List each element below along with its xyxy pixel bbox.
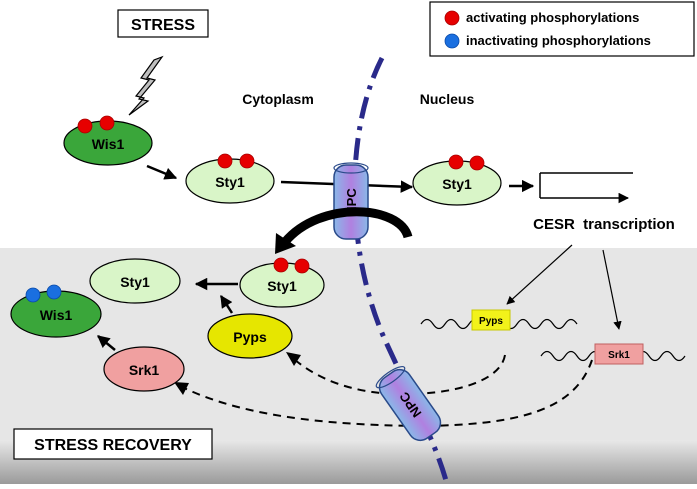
legend-inactivating-dot <box>444 33 460 49</box>
gene-promoter-icon <box>539 172 633 204</box>
phospho-activating <box>99 115 115 131</box>
pyps-mrna-box <box>471 309 511 331</box>
phospho-activating <box>448 154 464 170</box>
cesr-transcription-label: CESR transcription <box>533 216 675 233</box>
sty1-inactive-label: Sty1 <box>120 274 150 290</box>
srk1-protein-label: Srk1 <box>129 362 160 378</box>
legend-activating-label: activating phosphorylations <box>466 10 639 25</box>
pyps-mrna-label: Pyps <box>479 316 503 327</box>
srk1-protein-node <box>103 346 185 392</box>
arrow-cesr-to-pyps <box>506 244 573 305</box>
srk1-mrna-box <box>594 343 644 365</box>
stress-box <box>117 9 209 38</box>
cytoplasm-label: Cytoplasm <box>242 91 314 107</box>
dashed-path-pyps-export-head <box>286 352 301 366</box>
legend-activating-dot <box>444 10 460 26</box>
arrow-cesr-to-srk1 <box>602 249 622 330</box>
nucleus-label: Nucleus <box>420 91 475 107</box>
legend-box <box>429 1 695 57</box>
sty1-cytoplasm-label: Sty1 <box>215 174 245 190</box>
phospho-activating <box>217 153 233 169</box>
phospho-activating <box>469 155 485 171</box>
phospho-inactivating <box>25 287 41 303</box>
stress-label: STRESS <box>131 17 195 34</box>
phospho-activating <box>273 257 289 273</box>
arrow-srk1-to-wis1 <box>97 335 116 351</box>
sty1-recovery-label: Sty1 <box>267 278 297 294</box>
pyps-protein-node <box>207 313 293 359</box>
phospho-activating <box>294 258 310 274</box>
arrow-sty1-export-head <box>275 233 296 254</box>
arrow-sty1-export <box>281 207 413 246</box>
arrow-pyps-to-sty1 <box>219 294 234 314</box>
legend-inactivating-label: inactivating phosphorylations <box>466 33 651 48</box>
dashed-path-srk1-export-head <box>174 382 189 395</box>
wis1-active-label: Wis1 <box>92 136 125 152</box>
stress-recovery-box <box>13 428 213 460</box>
phospho-inactivating <box>46 284 62 300</box>
wis1-inactive-label: Wis1 <box>40 307 73 323</box>
sty1-nucleus-label: Sty1 <box>442 176 472 192</box>
sty1-inactive-node <box>89 258 181 304</box>
phospho-activating <box>77 118 93 134</box>
stress-recovery-label: STRESS RECOVERY <box>34 437 192 454</box>
srk1-mrna-label: Srk1 <box>608 350 630 361</box>
npc-upper: NPC <box>333 162 369 240</box>
arrow-wis1-to-sty1 <box>146 164 178 180</box>
lightning-bolt-icon <box>128 55 164 116</box>
npc-lower: NPC <box>375 365 442 442</box>
phospho-activating <box>239 153 255 169</box>
pyps-protein-label: Pyps <box>233 329 267 345</box>
